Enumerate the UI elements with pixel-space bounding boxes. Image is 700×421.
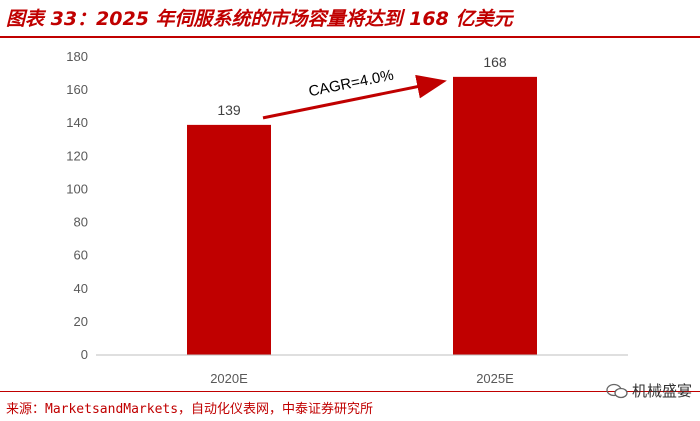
y-tick-label: 80	[74, 215, 88, 230]
bar-2025E	[453, 76, 537, 355]
data-label: 139	[217, 102, 241, 118]
y-tick-label: 140	[66, 115, 88, 130]
y-tick-label: 100	[66, 181, 88, 196]
bar-2020E	[187, 124, 271, 355]
chart-title: 图表 33：2025 年伺服系统的市场容量将达到 168 亿美元	[6, 8, 513, 30]
watermark: 机械盛宴	[606, 380, 692, 401]
source-divider	[0, 391, 700, 392]
data-label: 168	[483, 54, 507, 70]
watermark-text: 机械盛宴	[631, 382, 692, 400]
source-note: 来源：MarketsandMarkets，自动化仪表网，中泰证券研究所	[6, 402, 374, 417]
y-tick-label: 120	[66, 148, 88, 163]
y-tick-label: 180	[66, 49, 88, 64]
y-tick-label: 60	[74, 248, 88, 263]
title-divider	[0, 36, 700, 38]
y-tick-label: 20	[74, 314, 88, 329]
y-tick-label: 0	[81, 347, 88, 362]
x-tick-label: 2020E	[210, 371, 248, 386]
x-tick-label: 2025E	[476, 371, 514, 386]
bar-chart: 0 20 40 60 80 100 120 140 160 180 2020E 2025E 139 1…	[66, 49, 628, 386]
cagr-arrow	[262, 74, 447, 120]
wechat-icon	[606, 383, 628, 398]
y-tick-label: 40	[74, 281, 88, 296]
y-tick-label: 160	[66, 82, 88, 97]
